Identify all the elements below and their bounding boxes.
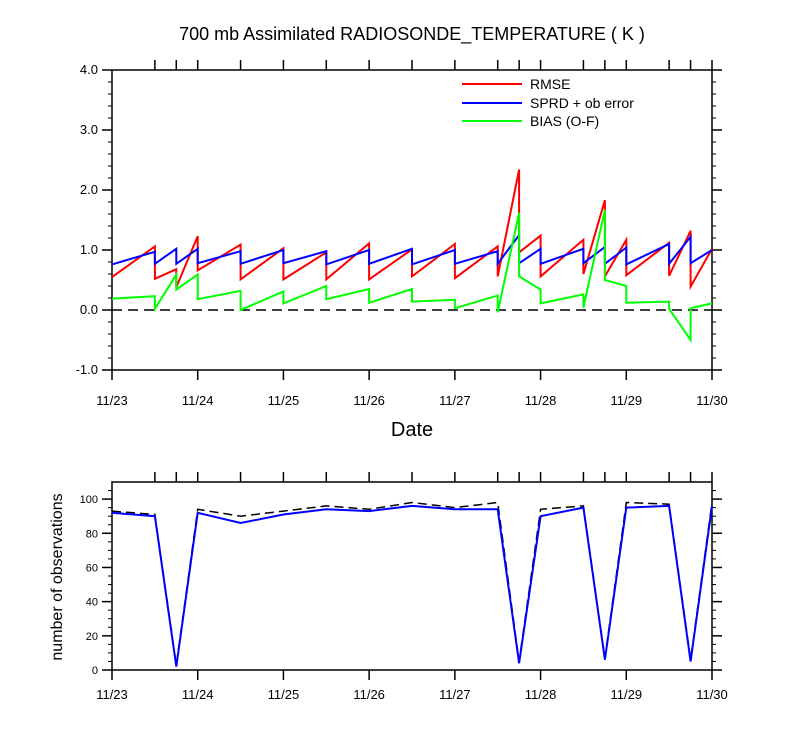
y-tick-label: 0.0	[80, 302, 98, 317]
x-tick-label: 11/29	[610, 687, 642, 702]
sprd-ob-error-line	[111, 231, 713, 267]
x-axis-label: Date	[391, 419, 433, 441]
x-tick-label: 11/26	[353, 393, 385, 408]
x-tick-label: 11/24	[182, 393, 214, 408]
x-tick-label: 11/23	[96, 393, 128, 408]
y-tick-label: -1.0	[76, 362, 98, 377]
x-tick-label: 11/25	[268, 687, 300, 702]
chart-title: 700 mb Assimilated RADIOSONDE_TEMPERATUR…	[179, 24, 645, 45]
y-tick-label: 2.0	[80, 182, 98, 197]
y-tick-label: 4.0	[80, 62, 98, 77]
y-tick-label: 1.0	[80, 242, 98, 257]
obs-used-line	[111, 504, 713, 667]
top-panel-chart: -1.0 0.0 1.0 2.0 3.0 4.0 11/23 11/24 11/25 11/26 1…	[76, 60, 728, 408]
y-tick-label: 60	[86, 562, 98, 574]
y-tick-label: 3.0	[80, 122, 98, 137]
x-tick-label: 11/26	[353, 687, 385, 702]
y-tick-label: 80	[86, 528, 98, 540]
y-axis-label-observations: number of observations	[49, 493, 66, 660]
x-tick-label: 11/24	[182, 687, 214, 702]
legend-bias-label: BIAS (O-F)	[530, 113, 599, 129]
x-tick-label: 11/28	[525, 687, 557, 702]
legend-rmse-label: RMSE	[530, 76, 570, 92]
y-tick-label: 40	[86, 597, 98, 609]
bias-line	[111, 209, 713, 344]
y-tick-label: 20	[86, 631, 98, 643]
y-tick-label: 100	[80, 494, 98, 506]
legend-sprd-ob-error-label: SPRD + ob error	[530, 95, 634, 111]
x-tick-label: 11/25	[268, 393, 300, 408]
y-tick-label: 0	[92, 665, 98, 677]
plot-frame	[111, 69, 713, 371]
x-tick-label: 11/23	[96, 687, 128, 702]
obs-possible-line	[111, 501, 713, 666]
x-tick-label: 11/28	[525, 393, 557, 408]
rmse-line	[111, 169, 713, 291]
bottom-panel-chart: 0 20 40 60 80 100 11/23 11/24 11/25 11/26 11/27 11/…	[80, 472, 728, 702]
x-tick-label: 11/30	[696, 687, 728, 702]
x-tick-label: 11/27	[439, 687, 471, 702]
x-tick-label: 11/30	[696, 393, 728, 408]
x-tick-label: 11/29	[610, 393, 642, 408]
x-tick-label: 11/27	[439, 393, 471, 408]
